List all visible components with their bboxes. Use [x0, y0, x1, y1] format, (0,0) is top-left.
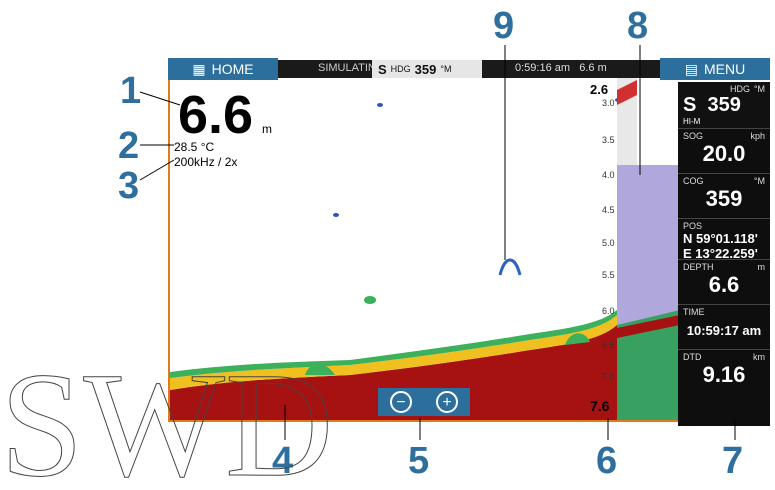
dtd-label: DTD [683, 352, 702, 362]
sog-label: SOG [683, 131, 704, 141]
cog-label: COG [683, 176, 704, 186]
menu-label: MENU [704, 61, 746, 77]
depth-scale: 3.0 3.5 4.0 4.5 5.0 5.5 6.0 6.5 7.0 [602, 80, 620, 420]
scale-tick: 4.5 [602, 205, 615, 215]
pos-lon: E 13°22.259' [683, 246, 758, 261]
scale-bottom: 7.6 [590, 398, 610, 414]
scale-tick: 5.5 [602, 270, 615, 280]
callout-3: 3 [118, 165, 140, 207]
depth-unit: m [262, 122, 272, 136]
home-label: HOME [211, 61, 254, 77]
dtd-cell: DTD km 9.16 [678, 350, 770, 394]
hdg-cell-label: HDG [730, 84, 750, 94]
callout-7: 7 [722, 440, 744, 482]
callout-2: 2 [118, 125, 140, 167]
time-label: TIME [683, 307, 705, 317]
callout-5: 5 [408, 440, 430, 482]
hdg-value: 359 [414, 61, 437, 77]
frequency-range: 200kHz / 2x [174, 155, 238, 169]
cog-unit: °M [753, 176, 765, 186]
cog-value: 359 [705, 186, 743, 211]
hdg-cell-dir: S [683, 94, 697, 116]
scale-tick: 5.0 [602, 238, 615, 248]
time-value: 10:59:17 am [686, 323, 762, 338]
clock-depth: 6.6 m [579, 62, 607, 74]
sog-cell: SOG kph 20.0 [678, 129, 770, 174]
zoom-out-button[interactable]: − [390, 391, 412, 413]
menu-icon: ▤ [684, 60, 698, 77]
home-button[interactable]: ▦ HOME [168, 58, 278, 80]
sonar-screen[interactable] [168, 60, 680, 422]
grid-icon: ▦ [192, 60, 206, 77]
scale-tick: 4.0 [602, 170, 615, 180]
hdg-direction: S [378, 61, 387, 77]
sonar-image [170, 60, 680, 420]
zoom-controls: − + [378, 388, 470, 416]
callout-8: 8 [627, 5, 649, 47]
callout-1: 1 [120, 70, 142, 112]
status-clock: 0:59:16 am 6.6 m [515, 62, 607, 74]
hdg-cell-unit: °M [753, 84, 765, 94]
pos-lat: N 59°01.118' [683, 231, 758, 246]
depth-readout: 6.6 [178, 85, 254, 145]
hdg-unit: °M [440, 64, 452, 74]
depth-cell: DEPTH m 6.6 [678, 260, 770, 305]
scale-tick: 7.0 [602, 372, 615, 382]
scale-tick: 3.0 [602, 98, 615, 108]
sog-value: 20.0 [702, 141, 746, 166]
hdg-cell-mode: HI-M [683, 117, 701, 126]
water-temperature: 28.5 °C [174, 140, 215, 154]
dtd-value: 9.16 [702, 362, 746, 387]
instrument-panel: HDG °M S 359 HI-M SOG kph 20.0 COG °M 35… [678, 82, 770, 426]
scale-tick: 3.5 [602, 135, 615, 145]
depth-cell-label: DEPTH [683, 262, 714, 272]
callout-9: 9 [493, 5, 515, 47]
callout-6: 6 [596, 440, 618, 482]
depth-cell-unit: m [757, 262, 766, 272]
callout-4: 4 [272, 440, 294, 482]
menu-button[interactable]: ▤ MENU [660, 58, 770, 80]
scale-tick: 6.0 [602, 306, 615, 316]
hdg-cell: HDG °M S 359 HI-M [678, 82, 770, 129]
hdg-cell-value: 359 [707, 94, 741, 116]
time-cell: TIME 10:59:17 am [678, 305, 770, 350]
clock-time: 0:59:16 am [515, 62, 571, 74]
zoom-in-button[interactable]: + [436, 391, 458, 413]
dtd-unit: km [753, 352, 765, 362]
scale-top: 2.6 [590, 82, 609, 97]
cog-cell: COG °M 359 [678, 174, 770, 219]
pos-cell: POS N 59°01.118' E 13°22.259' [678, 219, 770, 261]
sog-unit: kph [750, 131, 765, 141]
hdg-label: HDG [390, 64, 411, 74]
hdg-databar: S HDG 359 °M [372, 60, 482, 78]
depth-cell-value: 6.6 [708, 272, 740, 297]
pos-label: POS [683, 221, 703, 231]
scale-tick: 6.5 [602, 340, 615, 350]
